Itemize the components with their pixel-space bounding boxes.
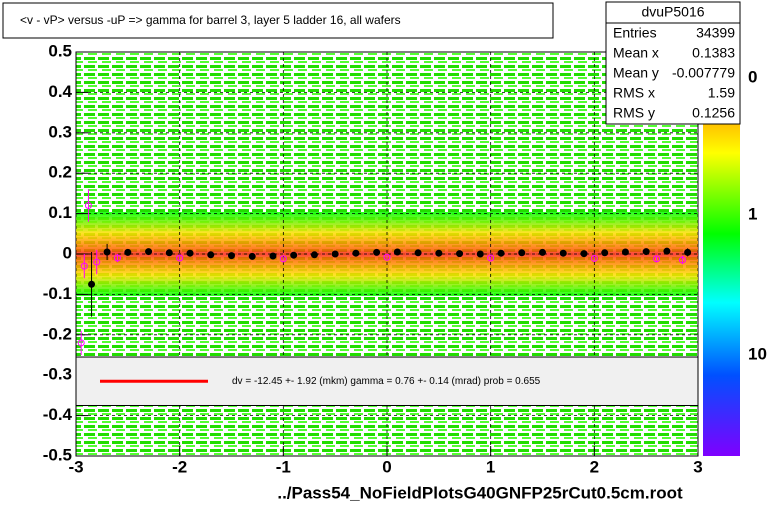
stats-label: Mean x [613,45,659,61]
point [88,280,96,288]
point [290,251,298,259]
point [393,248,401,256]
y-tick-label: 0.4 [48,82,72,101]
colorbar-label: 1 [748,204,757,223]
point [84,202,92,210]
footer: ../Pass54_NoFieldPlotsG40GNFP25rCut0.5cm… [277,483,683,502]
y-tick-label: 0 [63,243,72,262]
point [93,258,101,266]
point [186,249,194,257]
point [103,248,111,256]
colorbar-label: 10 [748,344,767,363]
point [331,250,339,258]
point [663,247,671,255]
point [456,250,464,258]
x-tick-label: -2 [172,457,187,476]
point [145,248,153,256]
x-tick-label: 3 [693,457,702,476]
point [601,249,609,257]
point [248,252,256,260]
stats-value: 0.1383 [692,45,735,61]
point [518,249,526,257]
stats-label: RMS y [613,105,655,121]
y-tick-label: -0.1 [43,284,72,303]
point [269,252,277,260]
y-tick-label: -0.3 [43,365,72,384]
point [559,249,567,257]
point [165,249,173,257]
point [684,248,692,256]
title-box [2,2,554,39]
point [497,249,505,257]
point [590,254,598,262]
fit-label: dv = -12.45 +- 1.92 (mkm) gamma = 0.76 +… [232,376,541,387]
point [176,254,184,262]
stats-value: 34399 [696,25,735,41]
x-tick-label: 0 [382,457,391,476]
stats-label: Entries [613,25,657,41]
point [80,262,88,270]
point [113,254,121,262]
stats-name: dvuP5016 [641,4,704,20]
y-tick-label: -0.5 [43,445,72,464]
stats-value: 0.1256 [692,105,735,121]
x-tick-label: -3 [68,457,83,476]
x-tick-label: 1 [486,457,495,476]
stats-value: -0.007779 [672,65,735,81]
point [621,248,629,256]
point [539,248,546,256]
y-tick-label: 0.3 [48,122,72,141]
stats-label: RMS x [613,85,655,101]
point [373,248,381,256]
point [77,339,85,347]
point [476,250,484,258]
y-tick-label: 0.5 [48,41,72,60]
point [678,256,686,264]
point [310,251,318,259]
point [580,250,588,258]
x-tick-label: 2 [590,457,599,476]
chart-title: <v - vP> versus -uP => gamma for barrel … [20,13,401,27]
x-tick-label: -1 [276,457,291,476]
point [352,249,360,257]
y-tick-label: 0.2 [48,163,72,182]
y-tick-label: 0.1 [48,203,72,222]
stats-box [605,1,741,125]
point [653,255,661,263]
point [487,254,495,262]
y-tick-label: -0.4 [43,405,73,424]
point [228,252,235,260]
point [124,248,132,256]
point [279,255,287,263]
point [414,249,422,257]
point [642,248,650,256]
point [435,249,443,257]
colorbar-label: 0 [748,67,757,86]
stats-label: Mean y [613,65,659,81]
y-tick-label: -0.2 [43,324,72,343]
point [207,251,215,259]
point [383,253,391,261]
stats-value: 1.59 [708,85,735,101]
